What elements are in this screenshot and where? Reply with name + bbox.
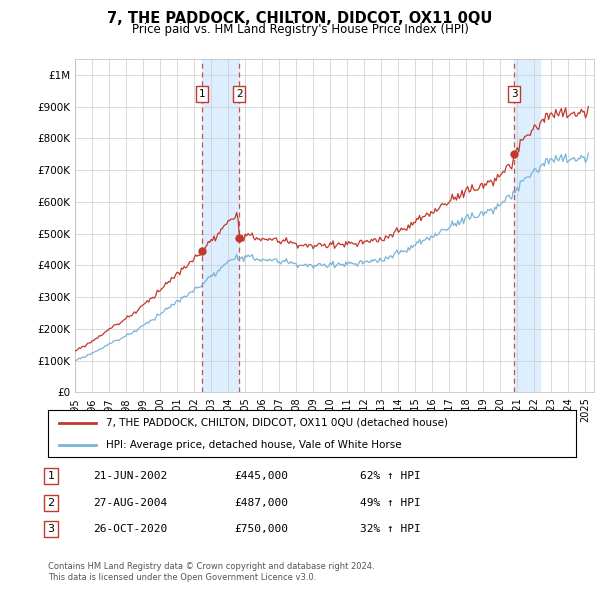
Text: Price paid vs. HM Land Registry's House Price Index (HPI): Price paid vs. HM Land Registry's House … xyxy=(131,23,469,36)
Text: 7, THE PADDOCK, CHILTON, DIDCOT, OX11 0QU (detached house): 7, THE PADDOCK, CHILTON, DIDCOT, OX11 0Q… xyxy=(106,418,448,428)
Bar xyxy=(202,59,239,392)
Text: 1: 1 xyxy=(47,471,55,481)
Text: 27-AUG-2004: 27-AUG-2004 xyxy=(93,498,167,507)
Text: 2: 2 xyxy=(236,89,242,99)
Text: 49% ↑ HPI: 49% ↑ HPI xyxy=(360,498,421,507)
Text: 21-JUN-2002: 21-JUN-2002 xyxy=(93,471,167,481)
Text: 32% ↑ HPI: 32% ↑ HPI xyxy=(360,525,421,534)
Text: 62% ↑ HPI: 62% ↑ HPI xyxy=(360,471,421,481)
Text: HPI: Average price, detached house, Vale of White Horse: HPI: Average price, detached house, Vale… xyxy=(106,440,402,450)
Text: This data is licensed under the Open Government Licence v3.0.: This data is licensed under the Open Gov… xyxy=(48,572,316,582)
Text: Contains HM Land Registry data © Crown copyright and database right 2024.: Contains HM Land Registry data © Crown c… xyxy=(48,562,374,571)
Text: 2: 2 xyxy=(47,498,55,507)
Text: £750,000: £750,000 xyxy=(234,525,288,534)
Text: 1: 1 xyxy=(199,89,205,99)
Text: 3: 3 xyxy=(47,525,55,534)
Text: £445,000: £445,000 xyxy=(234,471,288,481)
Bar xyxy=(514,59,540,392)
Text: 3: 3 xyxy=(511,89,518,99)
Text: 7, THE PADDOCK, CHILTON, DIDCOT, OX11 0QU: 7, THE PADDOCK, CHILTON, DIDCOT, OX11 0Q… xyxy=(107,11,493,27)
Text: 26-OCT-2020: 26-OCT-2020 xyxy=(93,525,167,534)
Text: £487,000: £487,000 xyxy=(234,498,288,507)
